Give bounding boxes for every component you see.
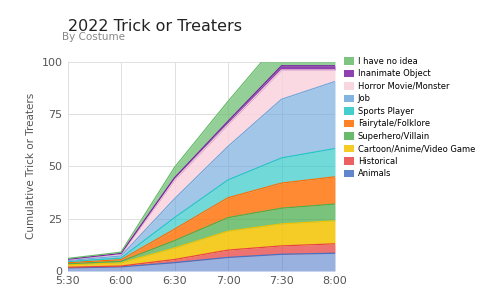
Text: By Costume: By Costume bbox=[62, 32, 126, 42]
Y-axis label: Cumulative Trick or Treaters: Cumulative Trick or Treaters bbox=[26, 93, 36, 239]
Text: 2022 Trick or Treaters: 2022 Trick or Treaters bbox=[68, 19, 242, 34]
Legend: I have no idea, Inanimate Object, Horror Movie/Monster, Job, Sports Player, Fair: I have no idea, Inanimate Object, Horror… bbox=[342, 55, 476, 180]
